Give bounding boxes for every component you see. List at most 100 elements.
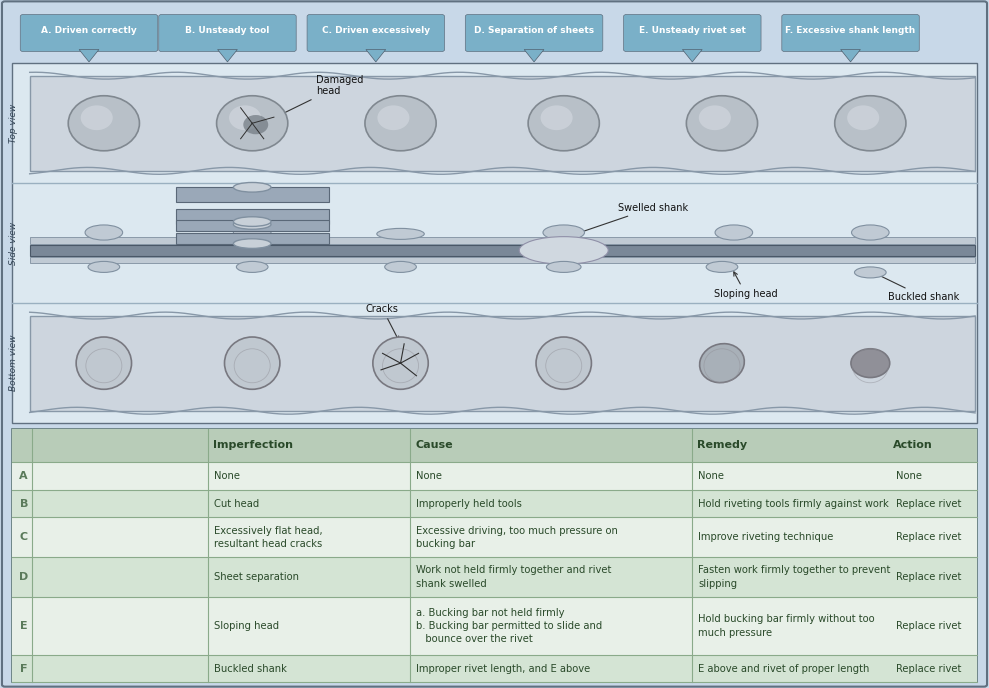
Text: Replace rivet: Replace rivet bbox=[896, 572, 961, 582]
FancyBboxPatch shape bbox=[12, 557, 977, 597]
FancyBboxPatch shape bbox=[30, 245, 975, 256]
Ellipse shape bbox=[852, 225, 889, 240]
Ellipse shape bbox=[233, 217, 271, 226]
Text: Hold riveting tools firmly against work: Hold riveting tools firmly against work bbox=[698, 499, 889, 508]
Ellipse shape bbox=[373, 337, 428, 389]
FancyBboxPatch shape bbox=[12, 655, 977, 682]
Text: Replace rivet: Replace rivet bbox=[896, 499, 961, 508]
Ellipse shape bbox=[81, 105, 113, 130]
FancyBboxPatch shape bbox=[176, 209, 328, 224]
Text: None: None bbox=[698, 471, 724, 481]
Text: C: C bbox=[20, 533, 28, 542]
FancyBboxPatch shape bbox=[20, 14, 158, 52]
Ellipse shape bbox=[217, 96, 288, 151]
Polygon shape bbox=[79, 50, 99, 62]
Ellipse shape bbox=[854, 267, 886, 278]
Text: Excessively flat head,
resultant head cracks: Excessively flat head, resultant head cr… bbox=[214, 526, 322, 549]
FancyBboxPatch shape bbox=[12, 429, 977, 462]
Text: C. Driven excessively: C. Driven excessively bbox=[321, 26, 430, 36]
FancyBboxPatch shape bbox=[176, 220, 328, 231]
FancyBboxPatch shape bbox=[12, 462, 977, 490]
FancyBboxPatch shape bbox=[307, 14, 445, 52]
Text: Excessive driving, too much pressure on
bucking bar: Excessive driving, too much pressure on … bbox=[416, 526, 618, 549]
Text: B: B bbox=[20, 499, 28, 508]
FancyBboxPatch shape bbox=[781, 14, 920, 52]
Polygon shape bbox=[841, 50, 860, 62]
Text: Top view: Top view bbox=[9, 104, 19, 143]
Text: A: A bbox=[20, 471, 28, 481]
Text: Replace rivet: Replace rivet bbox=[896, 664, 961, 674]
Text: Cut head: Cut head bbox=[214, 499, 259, 508]
Text: Fasten work firmly together to prevent
slipping: Fasten work firmly together to prevent s… bbox=[698, 566, 891, 588]
Ellipse shape bbox=[76, 337, 132, 389]
Ellipse shape bbox=[365, 96, 436, 151]
Text: Cause: Cause bbox=[415, 440, 453, 451]
Text: a. Bucking bar not held firmly
b. Bucking bar permitted to slide and
   bounce o: a. Bucking bar not held firmly b. Buckin… bbox=[416, 608, 602, 644]
Ellipse shape bbox=[686, 96, 758, 151]
Ellipse shape bbox=[233, 182, 271, 192]
Text: Improperly held tools: Improperly held tools bbox=[416, 499, 522, 508]
Ellipse shape bbox=[706, 261, 738, 272]
Text: Sloping head: Sloping head bbox=[714, 272, 777, 299]
Text: E: E bbox=[20, 621, 28, 631]
Text: F: F bbox=[20, 664, 28, 674]
Text: None: None bbox=[416, 471, 442, 481]
Text: Hold bucking bar firmly without too
much pressure: Hold bucking bar firmly without too much… bbox=[698, 614, 875, 638]
FancyBboxPatch shape bbox=[12, 429, 977, 682]
Text: Damaged
head: Damaged head bbox=[274, 75, 364, 118]
Text: Imperfection: Imperfection bbox=[213, 440, 293, 451]
Text: F. Excessive shank length: F. Excessive shank length bbox=[785, 26, 916, 36]
Text: A. Driven correctly: A. Driven correctly bbox=[42, 26, 136, 36]
Ellipse shape bbox=[519, 237, 608, 264]
Text: D: D bbox=[19, 572, 29, 582]
Text: Action: Action bbox=[893, 440, 933, 451]
Ellipse shape bbox=[243, 115, 268, 134]
Ellipse shape bbox=[546, 261, 581, 272]
Ellipse shape bbox=[851, 349, 890, 378]
Polygon shape bbox=[366, 50, 386, 62]
FancyBboxPatch shape bbox=[30, 76, 975, 171]
Text: Buckled shank: Buckled shank bbox=[874, 272, 959, 302]
Text: Buckled shank: Buckled shank bbox=[214, 664, 287, 674]
Text: E above and rivet of proper length: E above and rivet of proper length bbox=[698, 664, 869, 674]
Text: None: None bbox=[214, 471, 239, 481]
Text: D. Separation of sheets: D. Separation of sheets bbox=[474, 26, 594, 36]
Text: Work not held firmly together and rivet
shank swelled: Work not held firmly together and rivet … bbox=[416, 566, 612, 588]
Text: Side view: Side view bbox=[9, 222, 19, 265]
Ellipse shape bbox=[85, 225, 123, 240]
Text: B. Unsteady tool: B. Unsteady tool bbox=[185, 26, 270, 36]
Ellipse shape bbox=[233, 225, 271, 240]
Text: Sheet separation: Sheet separation bbox=[214, 572, 299, 582]
Ellipse shape bbox=[715, 225, 753, 240]
FancyBboxPatch shape bbox=[30, 316, 975, 411]
FancyBboxPatch shape bbox=[30, 237, 975, 244]
FancyBboxPatch shape bbox=[466, 14, 603, 52]
Ellipse shape bbox=[536, 337, 591, 389]
Ellipse shape bbox=[699, 343, 745, 383]
FancyBboxPatch shape bbox=[12, 63, 977, 423]
Ellipse shape bbox=[236, 261, 268, 272]
Ellipse shape bbox=[543, 225, 584, 240]
Text: Improve riveting technique: Improve riveting technique bbox=[698, 533, 834, 542]
Ellipse shape bbox=[377, 228, 424, 239]
Ellipse shape bbox=[229, 105, 261, 130]
Text: Remedy: Remedy bbox=[697, 440, 748, 451]
Polygon shape bbox=[682, 50, 702, 62]
Text: Sloping head: Sloping head bbox=[214, 621, 279, 631]
Ellipse shape bbox=[233, 219, 271, 229]
Ellipse shape bbox=[848, 105, 879, 130]
Text: Replace rivet: Replace rivet bbox=[896, 621, 961, 631]
Ellipse shape bbox=[835, 96, 906, 151]
Ellipse shape bbox=[528, 96, 599, 151]
Text: Improper rivet length, and E above: Improper rivet length, and E above bbox=[416, 664, 590, 674]
Text: None: None bbox=[896, 471, 922, 481]
Text: Bottom view: Bottom view bbox=[9, 335, 19, 391]
Text: Swelled shank: Swelled shank bbox=[568, 202, 688, 237]
Text: E. Unsteady rivet set: E. Unsteady rivet set bbox=[639, 26, 746, 36]
Ellipse shape bbox=[233, 239, 271, 248]
Ellipse shape bbox=[88, 261, 120, 272]
Ellipse shape bbox=[68, 96, 139, 151]
Polygon shape bbox=[218, 50, 237, 62]
FancyBboxPatch shape bbox=[623, 14, 762, 52]
Polygon shape bbox=[524, 50, 544, 62]
